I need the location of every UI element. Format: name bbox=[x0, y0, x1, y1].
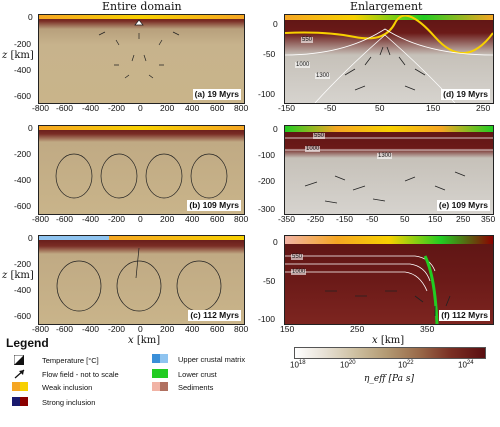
panel-c: (c) 112 Myrs bbox=[38, 235, 245, 325]
flow-field-a bbox=[98, 19, 180, 79]
x-axis-label-left: x [km] bbox=[128, 335, 161, 346]
z-tick: -200 bbox=[14, 149, 32, 159]
strong-swatch-b bbox=[20, 397, 28, 406]
z-tick: -100 bbox=[258, 150, 276, 160]
z-tick: -400 bbox=[14, 175, 32, 185]
isotherm-label: 1000 bbox=[295, 62, 311, 68]
right-column-title: Enlargement bbox=[350, 0, 423, 13]
panel-e-label: (e) 109 Myrs bbox=[436, 200, 490, 211]
z-axis-label: z [km] bbox=[2, 50, 34, 61]
sediment-swatch-a bbox=[152, 382, 160, 391]
colorbar-label: η_eff [Pa s] bbox=[364, 374, 414, 384]
isotherm-label: 550 bbox=[291, 254, 304, 260]
panel-f: 550 1000 (f) 112 Myrs bbox=[284, 235, 494, 325]
flow-field-c bbox=[56, 247, 222, 312]
arrow-icon bbox=[14, 369, 25, 379]
z-tick: -400 bbox=[14, 65, 32, 75]
panel-b: (b) 109 Myrs bbox=[38, 125, 245, 215]
weak-swatch-a bbox=[12, 382, 20, 391]
panel-e: 550 1000 1300 (e) 109 Myrs bbox=[284, 125, 494, 215]
panel-f-label: (f) 112 Myrs bbox=[439, 310, 490, 321]
isotherm-label: 550 bbox=[301, 37, 314, 43]
viscosity-colorbar bbox=[294, 347, 486, 359]
z-tick: -200 bbox=[258, 176, 276, 186]
upper-crust-swatch-a bbox=[152, 354, 160, 363]
z-tick: -600 bbox=[14, 311, 32, 321]
weak-swatch-b bbox=[20, 382, 28, 391]
legend-title: Legend bbox=[6, 336, 49, 350]
z-axis-label: z [km] bbox=[2, 270, 34, 281]
panel-a-label: (a) 19 Myrs bbox=[192, 89, 241, 100]
z-tick: -200 bbox=[14, 39, 32, 49]
z-tick: 0 bbox=[28, 123, 33, 133]
isotherm-label: 1000 bbox=[305, 146, 321, 152]
panel-d-label: (d) 19 Myrs bbox=[441, 89, 490, 100]
colorbar-tick: 1020 bbox=[340, 360, 356, 370]
lower-crust-swatch bbox=[152, 369, 168, 378]
z-tick: -300 bbox=[258, 204, 276, 214]
left-column-title: Entire domain bbox=[102, 0, 182, 13]
z-tick: 0 bbox=[273, 124, 278, 134]
isotherm-label: 1300 bbox=[377, 153, 393, 159]
panel-a: (a) 19 Myrs bbox=[38, 14, 245, 104]
z-tick: 0 bbox=[273, 19, 278, 29]
isotherm-label: 1000 bbox=[291, 269, 307, 275]
upper-crust-swatch-b bbox=[160, 354, 168, 363]
flow-field-f bbox=[285, 255, 451, 324]
z-tick: -600 bbox=[14, 91, 32, 101]
panel-c-label: (c) 112 Myrs bbox=[188, 310, 241, 321]
z-tick: -200 bbox=[14, 259, 32, 269]
z-tick: -50 bbox=[263, 276, 276, 286]
z-tick: -100 bbox=[258, 89, 276, 99]
colorbar-tick: 1022 bbox=[398, 360, 414, 370]
isotherm-label: 1300 bbox=[315, 73, 331, 79]
panel-b-label: (b) 109 Myrs bbox=[187, 200, 241, 211]
z-tick: -50 bbox=[263, 49, 276, 59]
panel-d: 550 1000 1300 (d) 19 Myrs bbox=[284, 14, 494, 104]
z-tick: 0 bbox=[273, 237, 278, 247]
z-tick: -100 bbox=[258, 314, 276, 324]
z-tick: -400 bbox=[14, 285, 32, 295]
sediment-swatch-b bbox=[160, 382, 168, 391]
flow-field-b bbox=[55, 153, 228, 199]
temperature-icon bbox=[14, 355, 24, 365]
z-tick: 0 bbox=[28, 233, 33, 243]
x-axis-label-right: x [km] bbox=[372, 335, 405, 346]
z-tick: -600 bbox=[14, 201, 32, 211]
flow-field-d bbox=[285, 15, 493, 103]
colorbar-tick: 1024 bbox=[458, 360, 474, 370]
z-tick: 0 bbox=[28, 12, 33, 22]
strong-swatch-a bbox=[12, 397, 20, 406]
isotherm-label: 550 bbox=[313, 133, 326, 139]
colorbar-tick: 1018 bbox=[290, 360, 306, 370]
